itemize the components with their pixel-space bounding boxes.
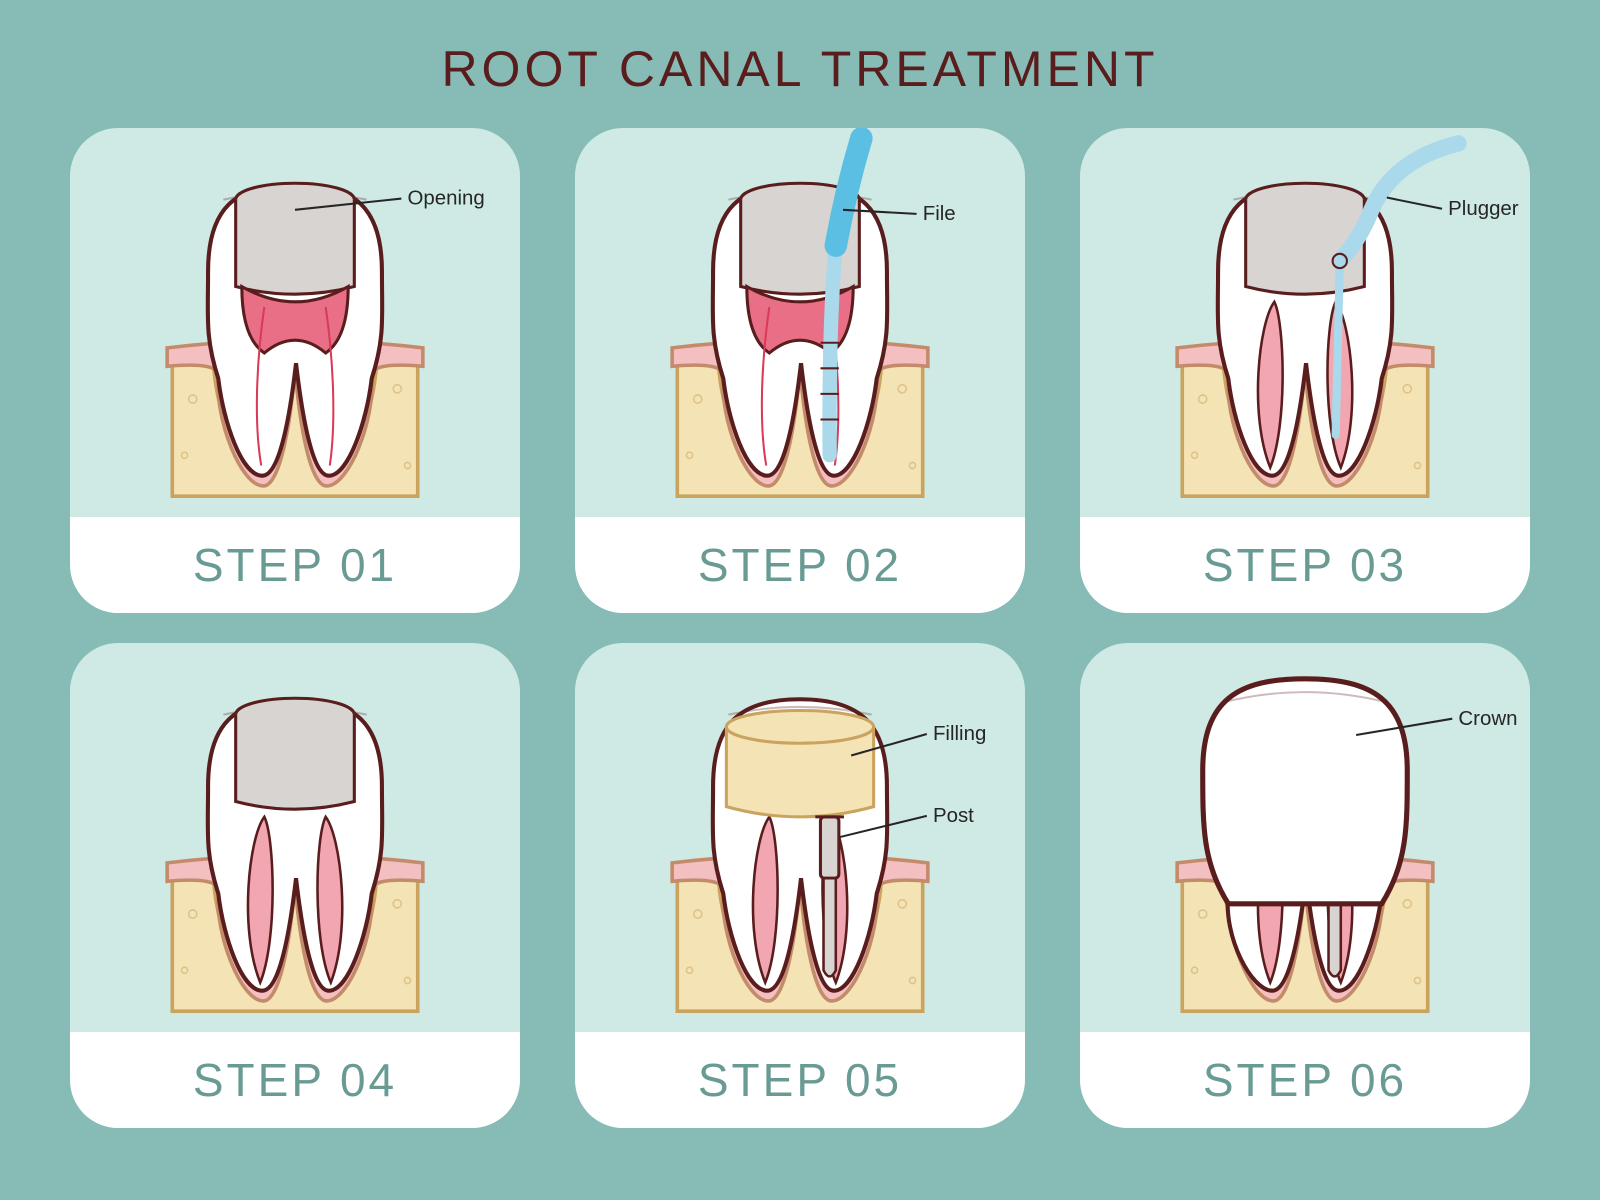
step-caption-band: STEP 02 bbox=[575, 517, 1025, 613]
step-caption-band: STEP 01 bbox=[70, 517, 520, 613]
step-caption-band: STEP 03 bbox=[1080, 517, 1530, 613]
step-illustration bbox=[70, 643, 520, 1032]
step-caption: STEP 02 bbox=[698, 538, 902, 592]
step-caption: STEP 05 bbox=[698, 1053, 902, 1107]
annotation-label: Crown bbox=[1458, 707, 1517, 730]
step-caption-band: STEP 04 bbox=[70, 1032, 520, 1128]
step-card: Plugger STEP 03 bbox=[1080, 128, 1530, 613]
step-illustration: File bbox=[575, 128, 1025, 517]
step-illustration: Crown bbox=[1080, 643, 1530, 1032]
annotation-label: Filling bbox=[933, 722, 986, 745]
step-caption: STEP 06 bbox=[1203, 1053, 1407, 1107]
step-card: Crown STEP 06 bbox=[1080, 643, 1530, 1128]
step-caption-band: STEP 05 bbox=[575, 1032, 1025, 1128]
annotation-label: Post bbox=[933, 804, 974, 827]
step-card: Opening STEP 01 bbox=[70, 128, 520, 613]
annotation-label: Opening bbox=[407, 187, 484, 210]
step-illustration: Filling Post bbox=[575, 643, 1025, 1032]
step-illustration: Opening bbox=[70, 128, 520, 517]
step-card: File STEP 02 bbox=[575, 128, 1025, 613]
page-title: ROOT CANAL TREATMENT bbox=[70, 40, 1530, 98]
step-caption-band: STEP 06 bbox=[1080, 1032, 1530, 1128]
step-card: STEP 04 bbox=[70, 643, 520, 1128]
step-caption: STEP 03 bbox=[1203, 538, 1407, 592]
step-illustration: Plugger bbox=[1080, 128, 1530, 517]
annotation-label: File bbox=[923, 202, 956, 225]
step-caption: STEP 04 bbox=[193, 1053, 397, 1107]
annotation-label: Plugger bbox=[1448, 197, 1519, 220]
step-card: Filling Post STEP 05 bbox=[575, 643, 1025, 1128]
step-caption: STEP 01 bbox=[193, 538, 397, 592]
step-grid: Opening STEP 01 File bbox=[70, 128, 1530, 1128]
